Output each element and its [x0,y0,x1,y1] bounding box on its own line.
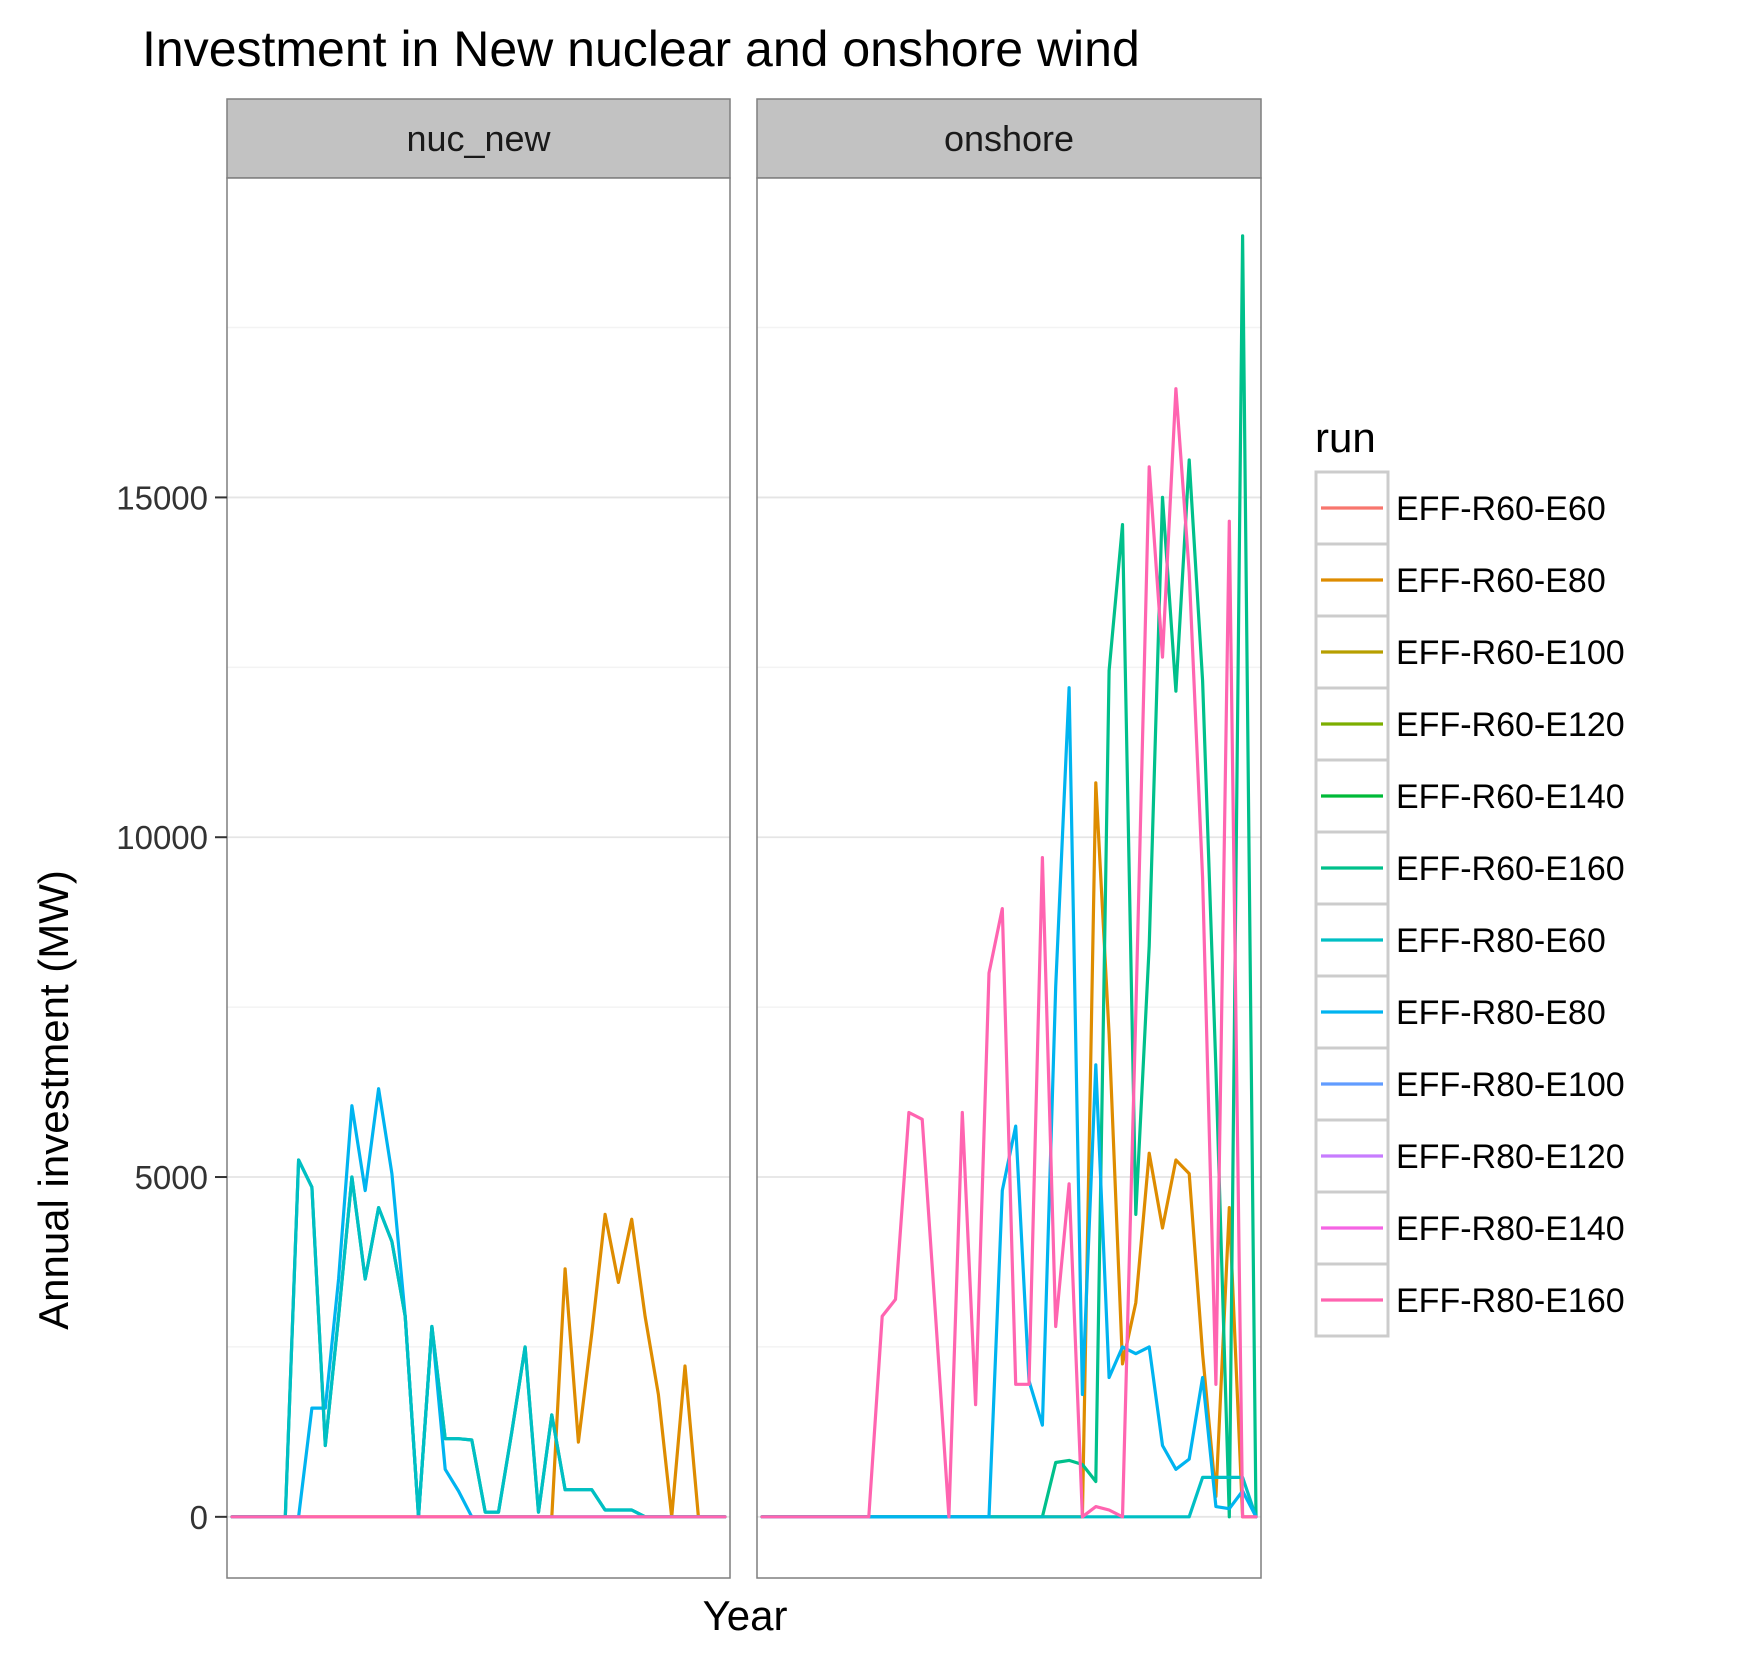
legend-label: EFF-R60-E60 [1396,490,1606,528]
y-axis-label: Annual investment (MW) [30,870,77,1330]
legend-title: run [1315,414,1376,461]
y-tick-label: 5000 [135,1159,208,1196]
legend-item-EFF-R80-E120: EFF-R80-E120 [1316,1120,1625,1192]
facet-strip-label: onshore [944,118,1074,159]
facet-strip-label: nuc_new [406,118,551,159]
y-tick-label: 15000 [116,479,208,516]
legend-label: EFF-R60-E140 [1396,778,1625,816]
legend-items: EFF-R60-E60 EFF-R60-E80 EFF-R60-E100 EFF-R6… [1316,472,1625,1336]
legend-label: EFF-R80-E160 [1396,1282,1625,1320]
legend-item-EFF-R80-E60: EFF-R80-E60 [1316,904,1606,976]
legend-item-EFF-R80-E140: EFF-R80-E140 [1316,1192,1625,1264]
legend-label: EFF-R60-E100 [1396,634,1625,672]
y-tick-label: 0 [190,1499,208,1536]
legend-label: EFF-R80-E100 [1396,1066,1625,1104]
y-tick-label: 10000 [116,819,208,856]
legend-label: EFF-R80-E60 [1396,922,1606,960]
legend: run EFF-R60-E60EFF-R60-E80EFF-R60-E100EF… [1315,414,1625,1336]
facet-panel-onshore: onshore [757,99,1261,1578]
legend-label: EFF-R80-E120 [1396,1138,1625,1176]
legend-item-EFF-R60-E60: EFF-R60-E60 [1316,472,1606,544]
chart-title: Investment in New nuclear and onshore wi… [142,21,1140,77]
legend-label: EFF-R60-E160 [1396,850,1625,888]
legend-item-EFF-R80-E100: EFF-R80-E100 [1316,1048,1625,1120]
legend-item-EFF-R60-E140: EFF-R60-E140 [1316,760,1625,832]
legend-label: EFF-R60-E120 [1396,706,1625,744]
legend-label: EFF-R60-E80 [1396,562,1606,600]
facet-panel-nuc_new: nuc_new [227,99,730,1578]
y-axis-ticks: 0 5000 10000 15000 [116,479,227,1535]
legend-label: EFF-R80-E80 [1396,994,1606,1032]
panel-background [757,178,1261,1578]
legend-item-EFF-R80-E160: EFF-R80-E160 [1316,1264,1625,1336]
legend-item-EFF-R60-E100: EFF-R60-E100 [1316,616,1625,688]
legend-item-EFF-R80-E80: EFF-R80-E80 [1316,976,1606,1048]
legend-item-EFF-R60-E120: EFF-R60-E120 [1316,688,1625,760]
legend-item-EFF-R60-E80: EFF-R60-E80 [1316,544,1606,616]
facet-panels: nuc_new onshore [227,99,1261,1578]
legend-item-EFF-R60-E160: EFF-R60-E160 [1316,832,1625,904]
x-axis-label: Year [703,1592,788,1639]
legend-label: EFF-R80-E140 [1396,1210,1625,1248]
